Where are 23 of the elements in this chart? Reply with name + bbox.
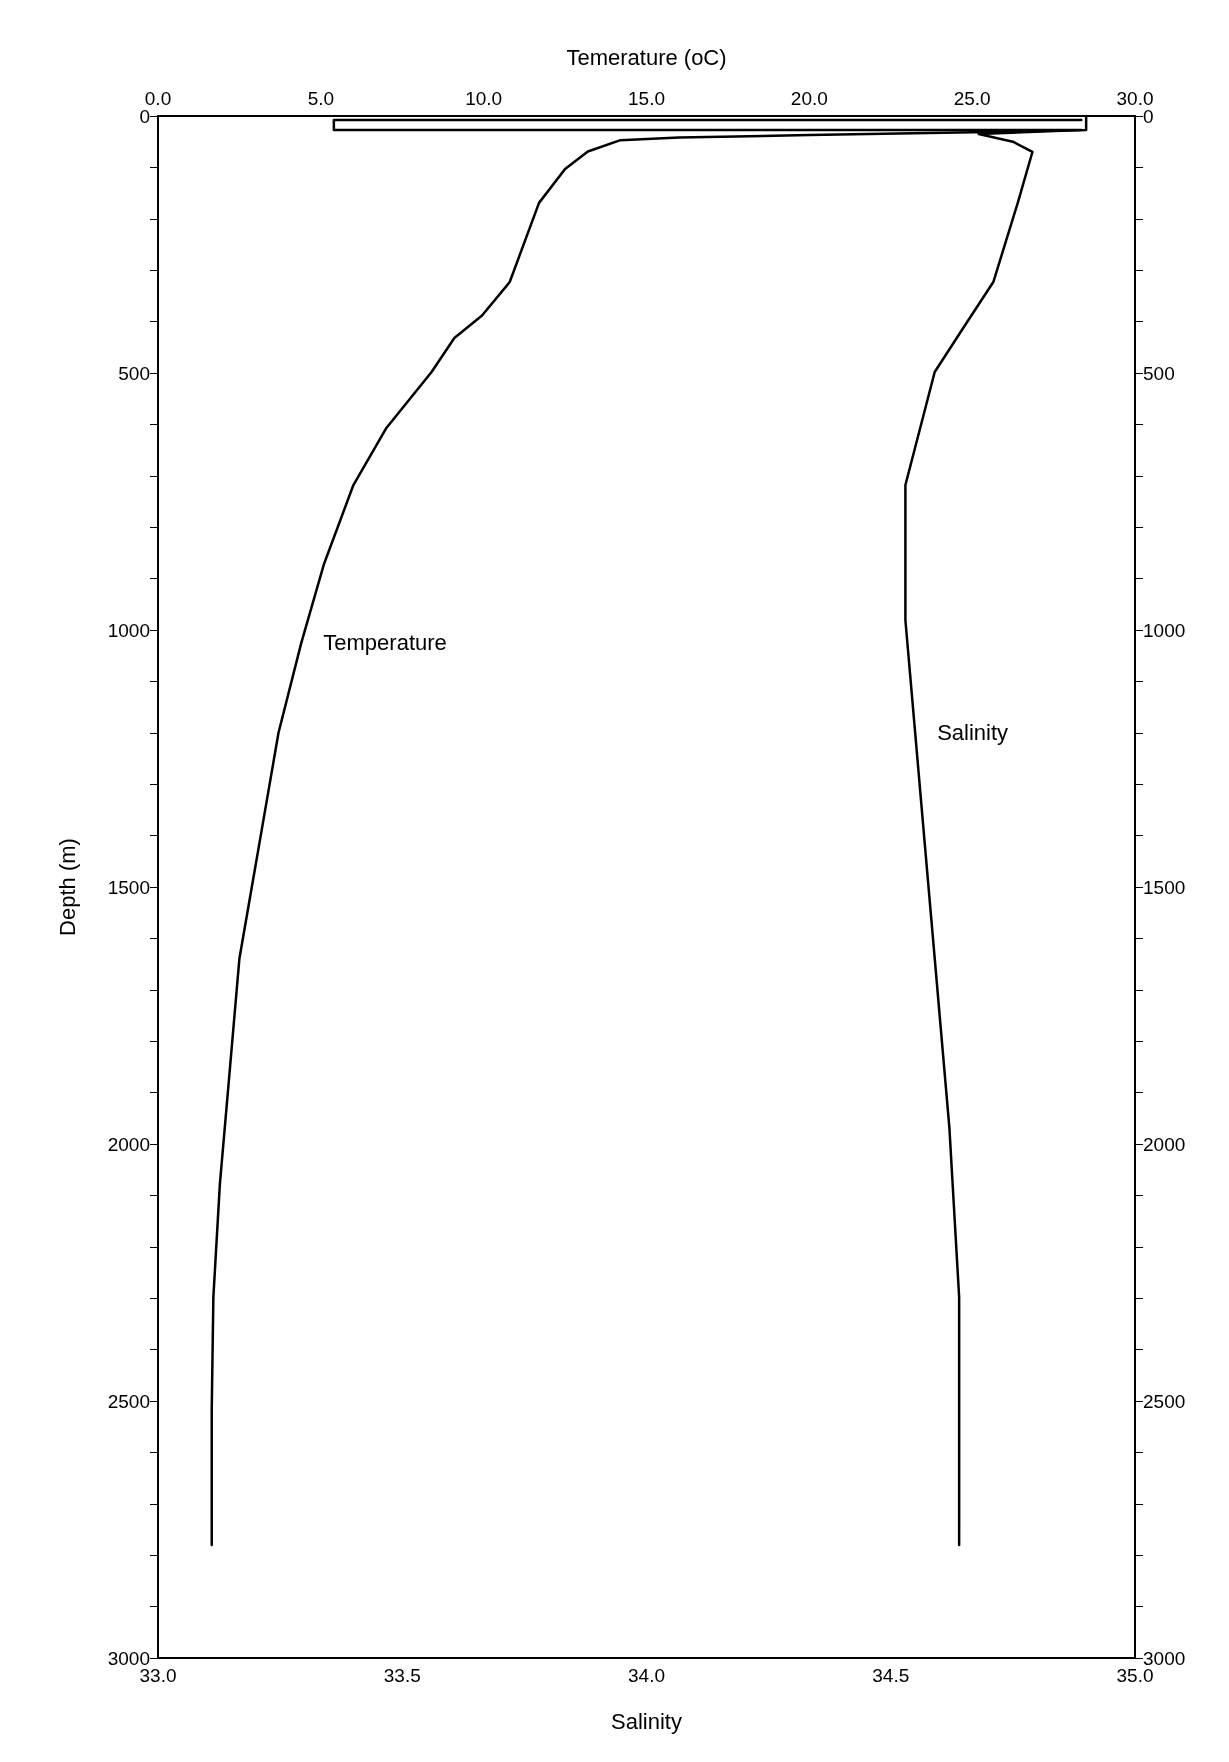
y-tick-label: 2000 [107,1133,150,1155]
x-tick-label: 33.5 [383,1665,421,1686]
y2-tick-label: 1000 [1143,619,1186,641]
series-label: Salinity [937,720,1009,746]
y-tick-label: 500 [118,362,150,384]
y-axis-title: Depth (m) [54,838,80,936]
x2-tick-label: 15.0 [628,88,665,109]
x2-tick-label: 25.0 [953,88,991,109]
x2-axis-title: Temerature (oC) [566,44,727,70]
y-tick-label: 1500 [107,876,150,898]
x2-tick-label: 10.0 [465,88,503,109]
y-tick-label: 1000 [107,619,150,641]
x2-tick-label: 5.0 [307,88,335,109]
y2-tick-label: 2000 [1143,1133,1186,1155]
y2-tick-label: 2500 [1143,1390,1186,1412]
y2-tick-label: 500 [1143,362,1175,384]
y-tick-label: 2500 [107,1390,150,1412]
x-tick-label: 34.0 [628,1665,665,1686]
x2-tick-label: 20.0 [790,88,828,109]
x-tick-label: 34.5 [872,1665,910,1686]
series-label: Temperature [323,630,447,656]
y2-tick-label: 1500 [1143,876,1186,898]
x-axis-title: Salinity [611,1708,682,1734]
